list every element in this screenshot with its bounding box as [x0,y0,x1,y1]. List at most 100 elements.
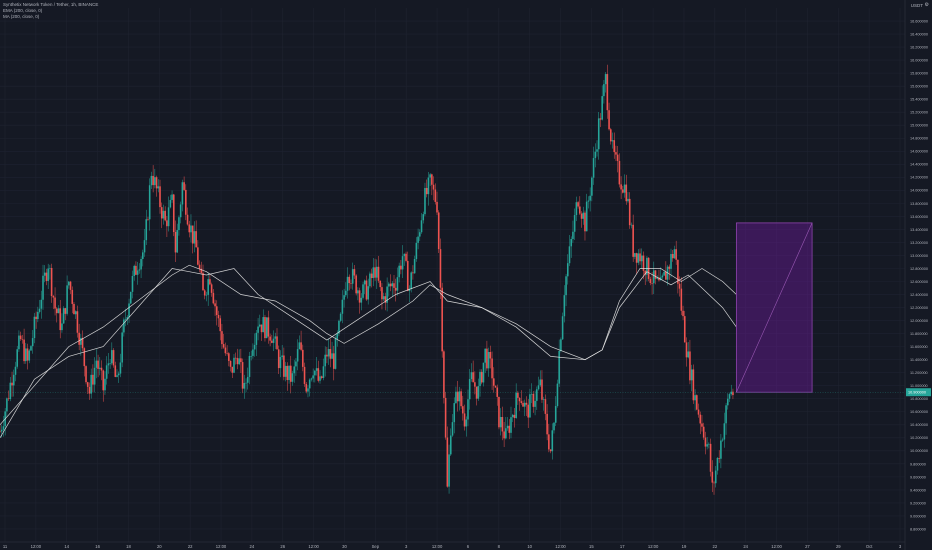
candle-body [30,346,32,351]
candle-body [675,249,677,260]
ema-indicator-label[interactable]: EMA (200, close, 0) [3,8,43,14]
candle-body [37,311,39,320]
candle-body [556,383,559,407]
candle-body [73,303,75,315]
candle-body [71,289,74,304]
candle-body [597,118,600,150]
candle-body [126,317,129,320]
current-price-label: 10.900000 [908,391,926,395]
candle-body [625,184,628,202]
candle-body [111,350,113,364]
candle-body [649,278,652,283]
candle-body [618,160,621,185]
candle-body [107,363,110,366]
candle-body [575,202,578,216]
candle-body [465,419,468,427]
candle-body [360,297,363,303]
candle-body [554,406,557,423]
candle-body [417,236,419,243]
y-tick-label: 9.200000 [910,501,926,505]
candle-body [604,74,607,85]
candle-body [245,382,247,384]
y-tick-label: 15.200000 [910,111,928,115]
candle-body [573,215,576,232]
candle-body [353,269,356,276]
candle-body [609,129,612,142]
candle-body [69,281,72,290]
x-tick-label: 24 [250,544,255,549]
candle-body [145,219,148,241]
candle-body [274,336,277,339]
candle-body [694,395,696,401]
candle-body [487,351,490,369]
candle-body [615,152,617,155]
candle-body [580,213,583,219]
y-tick-label: 10.200000 [910,436,928,440]
candle-body [622,189,624,193]
candle-body [191,225,194,244]
x-tick-label: 12:00 [31,544,42,549]
candle-body [697,409,700,415]
x-tick-label: 12:00 [432,544,443,549]
candle-body [322,366,325,378]
candle-body [21,339,24,340]
candle-body [630,224,633,226]
candle-body [463,413,466,427]
symbol-title[interactable]: Synthetix Network Token / Tether, 1h, BI… [3,2,99,7]
candle-body [460,391,462,407]
candle-body [98,367,101,369]
candle-body [696,395,698,410]
candle-body [86,382,89,387]
x-tick-label: 17 [620,544,625,549]
ma-indicator-label[interactable]: MA (200, close, 0) [3,14,40,20]
y-tick-label: 13.400000 [910,228,928,232]
candle-body [240,358,242,363]
y-tick-label: 13.000000 [910,254,928,258]
x-tick-label: 30 [342,544,347,549]
candle-body [721,439,724,441]
currency-label[interactable]: USDT [910,3,923,8]
candle-body [405,253,407,261]
candle-body [613,140,616,153]
candle-body [76,311,79,333]
x-tick-label: 12:00 [216,544,227,549]
x-tick-label: 29 [836,544,841,549]
candle-body [346,276,349,291]
candle-body [391,283,394,287]
candle-body [701,423,703,427]
candle-body [511,414,514,418]
candle-body [561,316,564,340]
candle-body [6,398,8,412]
candle-body [159,186,161,208]
candle-body [692,369,695,401]
candle-body [422,214,425,221]
candle-body [718,457,720,459]
candle-body [300,342,302,350]
x-tick-label: 3 [899,544,902,549]
y-tick-label: 13.600000 [910,215,928,219]
candle-body [398,265,400,278]
candle-body [536,389,538,401]
candle-body [384,296,387,303]
candle-body [183,182,185,190]
candle-body [579,206,581,214]
y-tick-label: 13.800000 [910,202,928,206]
candle-body [57,308,60,314]
candle-body [133,265,136,277]
y-tick-label: 12.000000 [910,319,928,323]
candle-body [683,316,686,343]
gear-icon[interactable]: ⚙ [924,2,929,8]
candle-body [498,396,500,428]
candle-body [386,286,388,303]
candle-body [532,393,535,407]
candle-body [326,354,328,357]
candle-body [413,258,416,274]
candle-body [43,272,46,276]
candle-body [155,177,158,189]
candle-body [267,317,270,337]
candle-body [412,272,414,274]
candle-body [329,349,332,359]
candle-body [632,224,634,257]
